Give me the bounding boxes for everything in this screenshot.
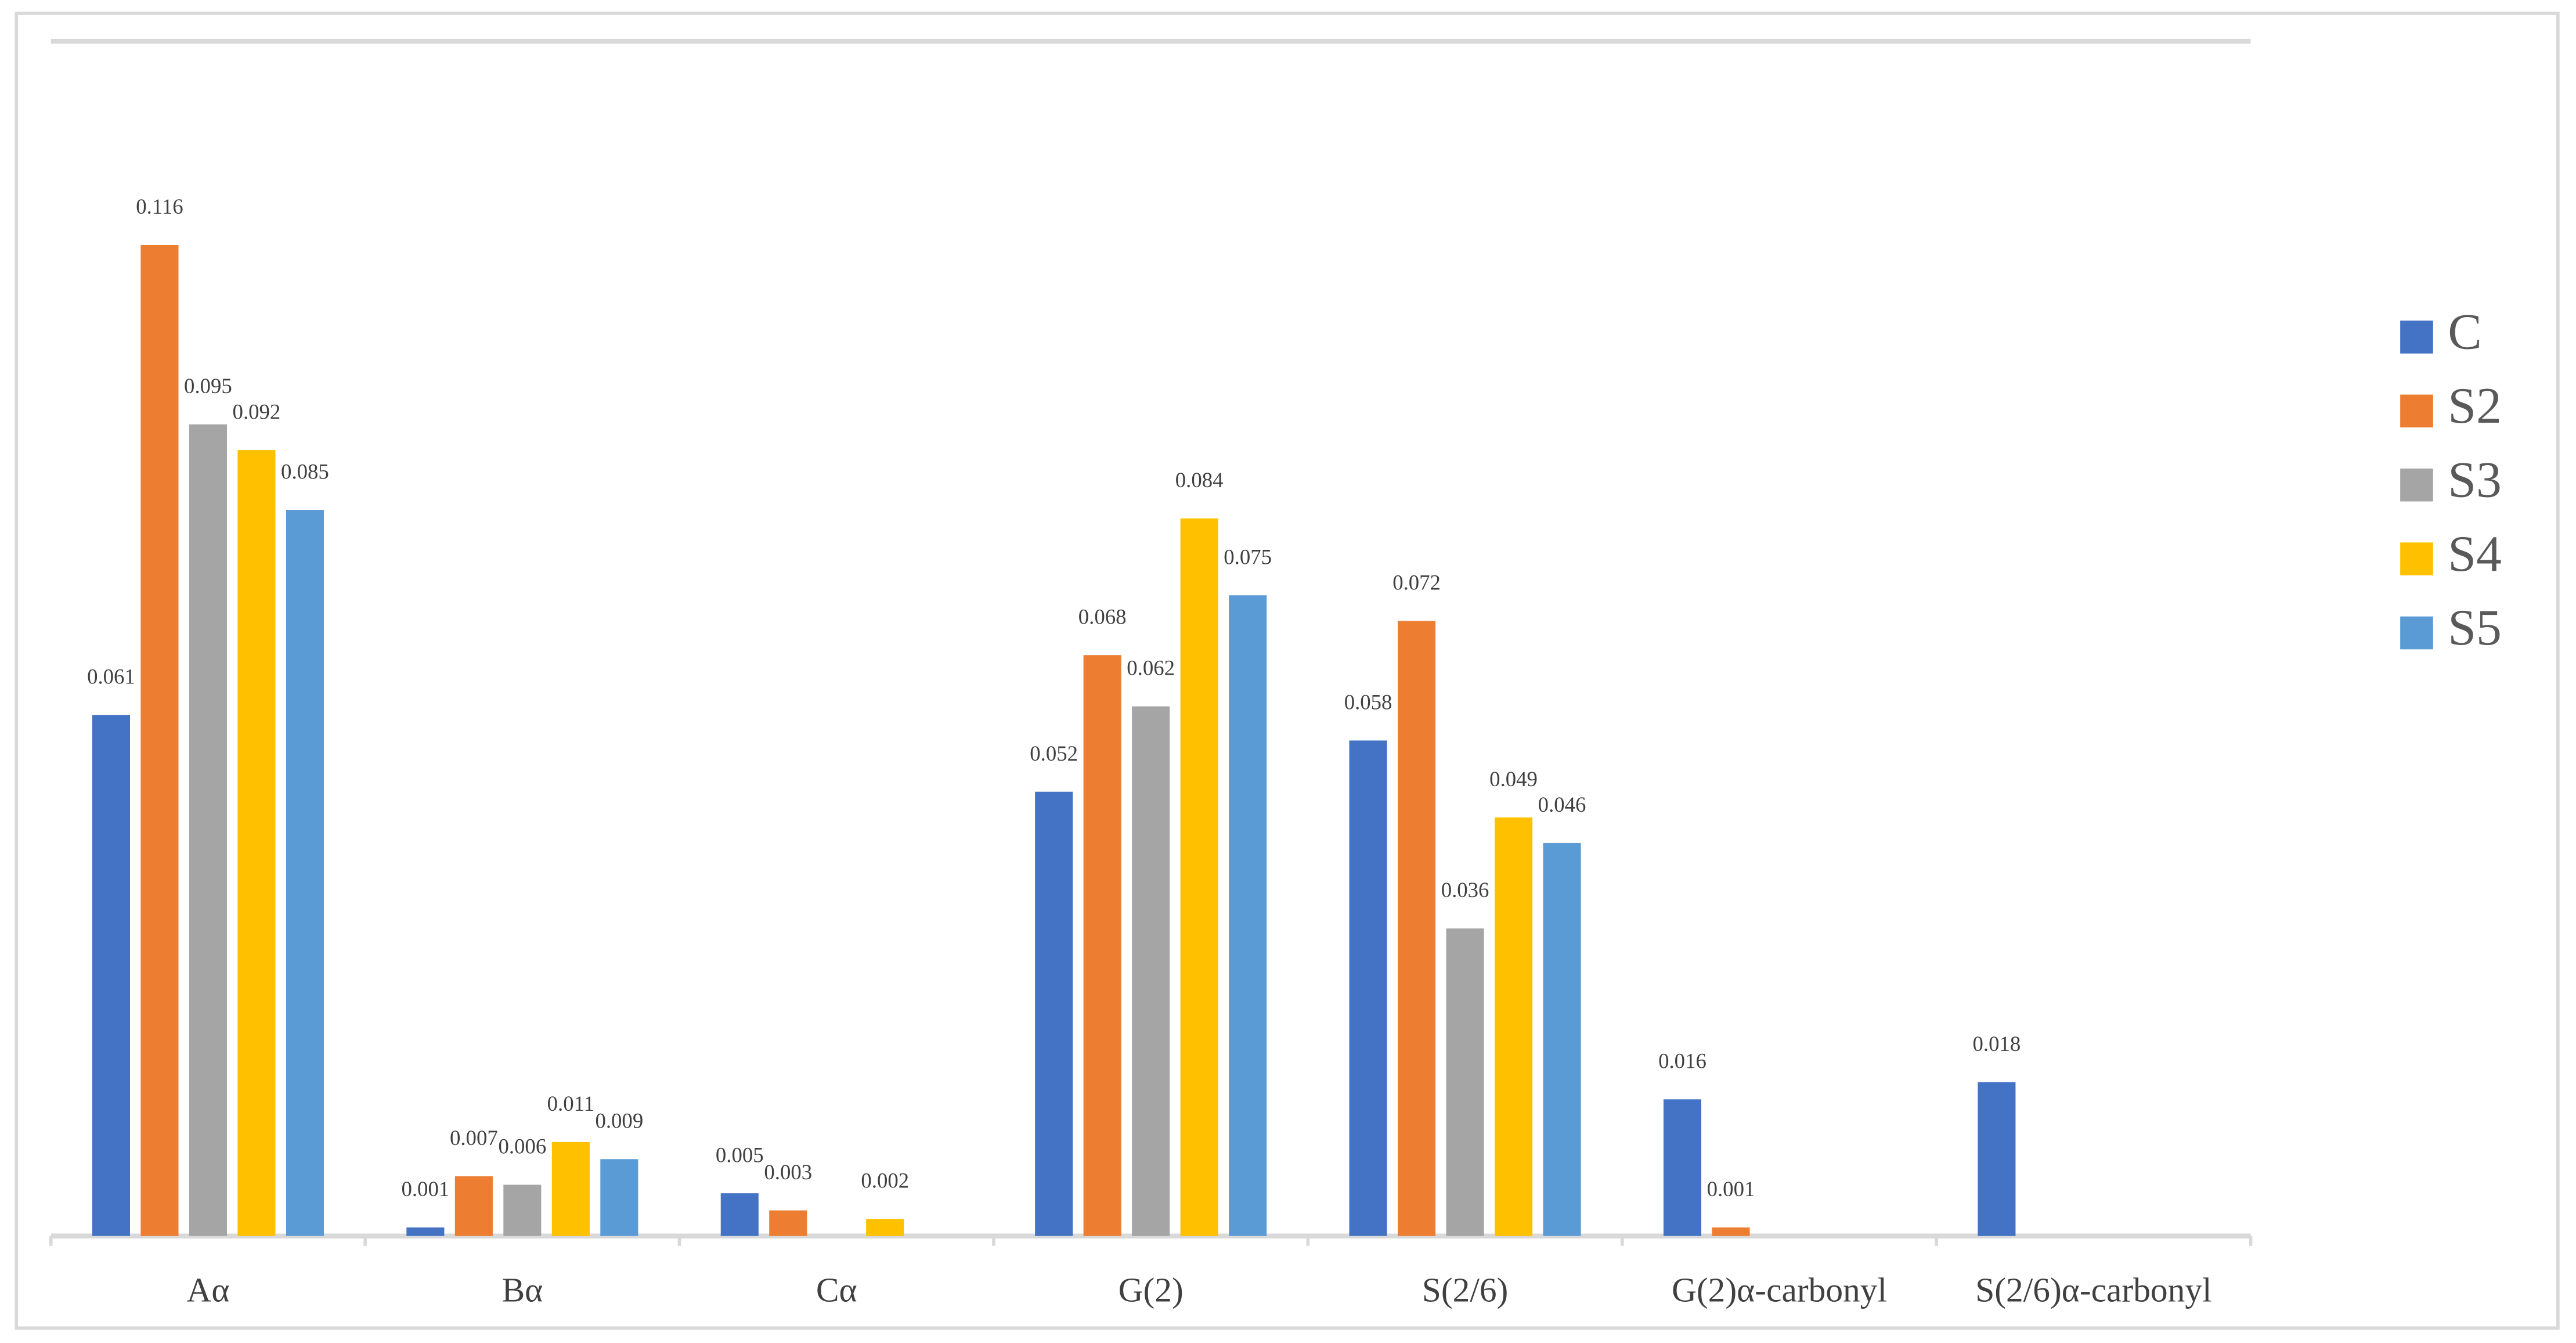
data-label: 0.072: [1392, 571, 1441, 595]
data-label: 0.001: [1707, 1177, 1755, 1201]
bar: [140, 245, 179, 1236]
data-label: 0.075: [1224, 545, 1272, 568]
data-label: 0.006: [498, 1135, 546, 1158]
data-label: 0.058: [1344, 690, 1392, 714]
bar: [866, 1219, 904, 1236]
bar: [1543, 842, 1581, 1236]
bar: [1083, 655, 1121, 1236]
bar: [1229, 595, 1267, 1236]
bar: [1035, 791, 1073, 1236]
bar: [189, 424, 227, 1236]
bar: [769, 1210, 807, 1236]
legend-label: S2: [2448, 377, 2502, 434]
data-label: 0.052: [1030, 741, 1078, 765]
bar: [406, 1227, 445, 1236]
data-label: 0.002: [861, 1168, 909, 1192]
bar: [1978, 1082, 2016, 1236]
data-label: 0.062: [1127, 656, 1175, 680]
bar: [92, 715, 131, 1236]
data-label: 0.095: [184, 374, 232, 398]
data-label: 0.049: [1489, 767, 1538, 791]
bar: [1446, 928, 1484, 1236]
bar: [1663, 1099, 1702, 1236]
data-label: 0.018: [1973, 1032, 2021, 1056]
x-tick-label: Aα: [186, 1270, 229, 1309]
x-tick-label: G(2)α-carbonyl: [1672, 1270, 1887, 1309]
x-tick-label: S(2/6)α-carbonyl: [1975, 1270, 2211, 1309]
bar: [600, 1159, 638, 1236]
data-label: 0.068: [1078, 604, 1127, 628]
data-label: 0.016: [1658, 1049, 1706, 1072]
data-label: 0.046: [1538, 793, 1586, 816]
bar: [503, 1184, 542, 1236]
legend-swatch: [2400, 394, 2433, 428]
legend-swatch: [2400, 616, 2433, 650]
x-tick-label: G(2): [1119, 1270, 1184, 1309]
bar: [1180, 518, 1218, 1236]
data-label: 0.084: [1175, 468, 1224, 492]
data-label: 0.085: [281, 459, 329, 483]
legend-label: S3: [2448, 451, 2502, 507]
bar: [1132, 706, 1170, 1236]
bar: [1349, 740, 1387, 1236]
bar: [720, 1193, 759, 1236]
legend-label: C: [2448, 304, 2482, 360]
data-label: 0.007: [450, 1126, 498, 1150]
legend-label: S4: [2448, 525, 2502, 582]
x-tick-label: S(2/6): [1422, 1270, 1509, 1309]
chart-frame: [15, 12, 2560, 1330]
bar: [1398, 621, 1436, 1236]
bar: [454, 1176, 493, 1236]
x-tick-label: Cα: [816, 1270, 857, 1309]
data-label: 0.092: [233, 399, 281, 423]
bar: [286, 510, 324, 1236]
data-label: 0.116: [136, 195, 183, 218]
data-label: 0.036: [1441, 878, 1489, 902]
legend-label: S5: [2448, 599, 2502, 656]
data-label: 0.001: [401, 1177, 449, 1201]
legend-swatch: [2400, 542, 2433, 575]
data-label: 0.003: [764, 1160, 812, 1184]
data-label: 0.011: [547, 1092, 594, 1115]
data-label: 0.009: [595, 1108, 643, 1132]
legend-swatch: [2400, 321, 2433, 354]
bar: [237, 450, 276, 1236]
data-label: 0.061: [87, 664, 135, 688]
legend-swatch: [2400, 468, 2433, 502]
bar: [1495, 817, 1533, 1236]
x-tick-label: Bα: [502, 1270, 543, 1309]
bar: [1712, 1227, 1750, 1236]
data-label: 0.005: [716, 1143, 764, 1166]
bar: [551, 1142, 590, 1236]
